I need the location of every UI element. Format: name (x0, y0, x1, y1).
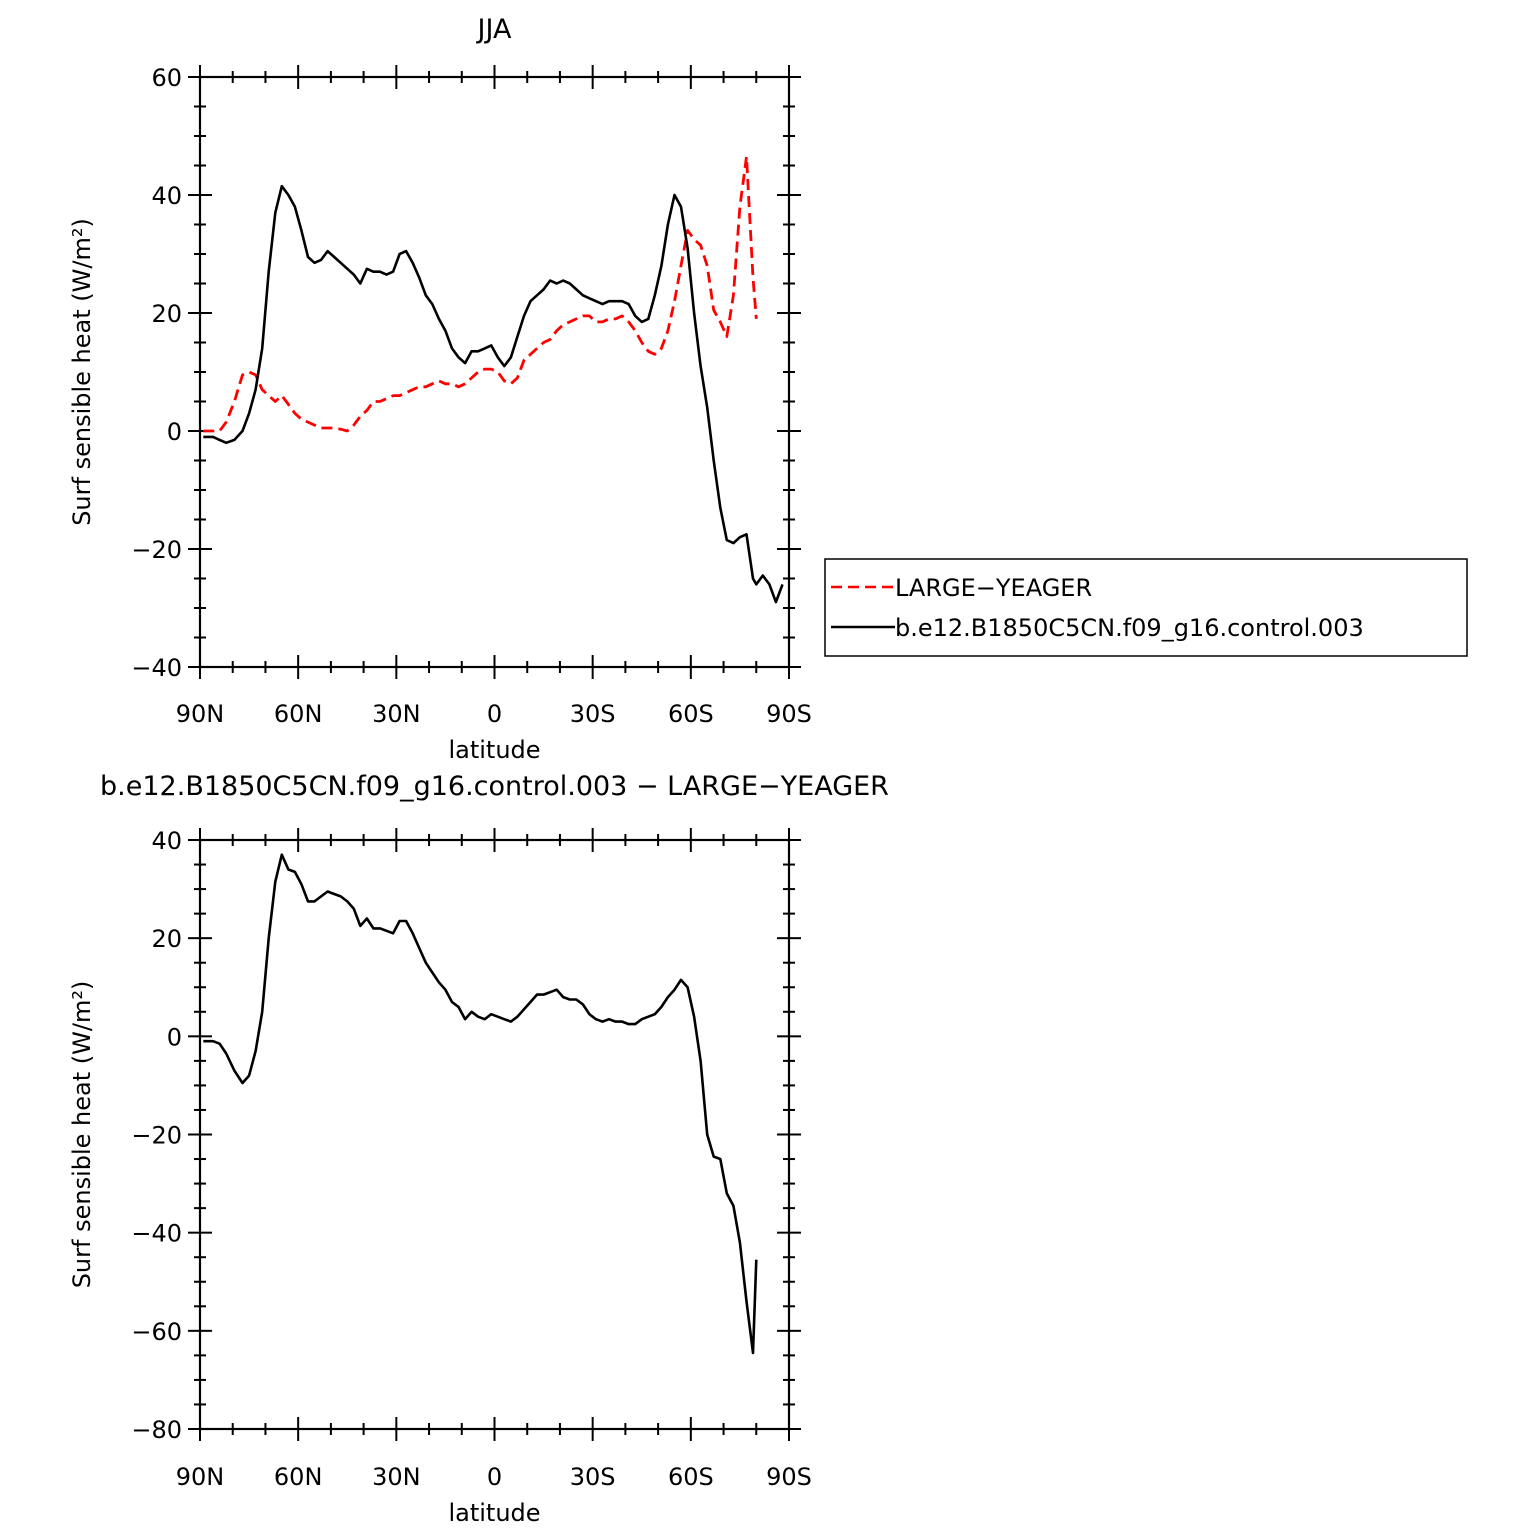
chart-title: b.e12.B1850C5CN.f09_g16.control.003 − LA… (100, 771, 889, 802)
x-tick-label: 30S (570, 700, 616, 728)
y-tick-label: −40 (131, 1220, 182, 1248)
y-tick-label: 60 (151, 64, 182, 92)
x-tick-label: 90N (176, 1463, 225, 1491)
legend-label: b.e12.B1850C5CN.f09_g16.control.003 (895, 614, 1364, 642)
y-tick-label: 20 (151, 925, 182, 953)
x-tick-label: 60S (668, 1463, 714, 1491)
legend: LARGE−YEAGER b.e12.B1850C5CN.f09_g16.cont… (824, 558, 1468, 657)
x-axis-label: latitude (448, 1499, 540, 1527)
chart-title: JJA (476, 14, 512, 45)
bottom-panel: b.e12.B1850C5CN.f09_g16.control.003 − LA… (68, 771, 889, 1527)
y-tick-label: 0 (167, 418, 182, 446)
x-tick-label: 30S (570, 1463, 616, 1491)
y-tick-label: 0 (167, 1023, 182, 1051)
series-line-0 (203, 155, 758, 433)
x-tick-label: 90N (176, 700, 225, 728)
y-tick-label: −20 (131, 1122, 182, 1150)
y-tick-label: −80 (131, 1416, 182, 1444)
y-tick-label: 40 (151, 827, 182, 855)
y-tick-label: −60 (131, 1318, 182, 1346)
top-panel: JJA 90N 60N 30N 0 30S 60S 90S −40 −20 0 20 40 60 latit… (68, 14, 1468, 764)
y-tick-label: −20 (131, 536, 182, 564)
x-tick-label: 0 (487, 700, 502, 728)
plot-frame (198, 838, 791, 1431)
x-tick-label: 60S (668, 700, 714, 728)
y-tick-label: 20 (151, 300, 182, 328)
y-axis-label: Surf sensible heat (W/m²) (68, 981, 96, 1289)
series-line-1 (203, 184, 784, 604)
y-tick-label: −40 (131, 654, 182, 682)
x-tick-label: 0 (487, 1463, 502, 1491)
x-tick-label: 90S (766, 1463, 812, 1491)
x-axis-label: latitude (448, 736, 540, 764)
legend-box (824, 558, 1468, 657)
x-tick-label: 90S (766, 700, 812, 728)
y-tick-label: 40 (151, 182, 182, 210)
x-tick-label: 30N (372, 700, 421, 728)
y-axis-label: Surf sensible heat (W/m²) (68, 218, 96, 526)
x-tick-label: 60N (274, 700, 323, 728)
legend-label: LARGE−YEAGER (895, 574, 1092, 602)
x-tick-label: 30N (372, 1463, 421, 1491)
x-tick-label: 60N (274, 1463, 323, 1491)
series-line-0 (203, 853, 758, 1355)
